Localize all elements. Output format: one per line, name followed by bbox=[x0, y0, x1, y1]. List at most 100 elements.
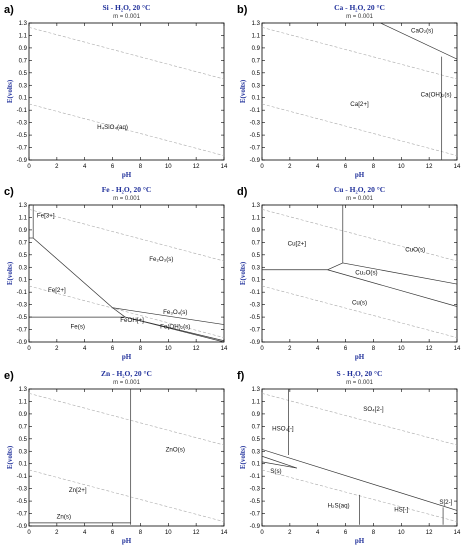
boundary-line bbox=[262, 461, 297, 469]
region-label: CuO(s) bbox=[405, 247, 425, 254]
y-tick-label: -0.7 bbox=[250, 328, 261, 334]
water-upper-line bbox=[29, 209, 224, 262]
x-tick-label: 12 bbox=[426, 346, 433, 352]
water-upper-line bbox=[29, 393, 224, 446]
region-label: Ca(OH)₂(s) bbox=[421, 91, 452, 98]
y-tick-label: -0.7 bbox=[250, 146, 261, 152]
x-tick-label: 4 bbox=[83, 530, 87, 536]
y-tick-label: -0.5 bbox=[17, 133, 28, 139]
x-tick-label: 2 bbox=[55, 164, 59, 170]
x-tick-label: 14 bbox=[221, 530, 228, 536]
region-label: Fe₃O₄(s) bbox=[163, 309, 187, 316]
x-tick-label: 4 bbox=[316, 346, 320, 352]
x-tick-label: 10 bbox=[165, 164, 172, 170]
y-tick-label: 0.9 bbox=[19, 228, 28, 234]
y-tick-label: 0.9 bbox=[19, 412, 28, 418]
y-tick-label: -0.9 bbox=[250, 158, 261, 164]
x-axis-label: pH bbox=[122, 171, 132, 179]
y-tick-label: -0.3 bbox=[17, 487, 28, 493]
water-upper-line bbox=[262, 209, 457, 262]
y-tick-label: -0.1 bbox=[17, 474, 28, 480]
x-axis-label: pH bbox=[122, 537, 132, 545]
water-lower-line bbox=[29, 469, 224, 522]
y-tick-label: 1.1 bbox=[19, 33, 28, 39]
region-label: Cu[2+] bbox=[288, 240, 307, 247]
x-tick-label: 12 bbox=[426, 530, 433, 536]
chart-subtitle: m = 0.001 bbox=[346, 380, 374, 386]
x-tick-label: 14 bbox=[454, 346, 461, 352]
y-tick-label: 1.3 bbox=[19, 387, 28, 393]
y-tick-label: -0.3 bbox=[250, 303, 261, 309]
y-tick-label: 0.3 bbox=[19, 449, 28, 455]
y-tick-label: 0.1 bbox=[19, 278, 28, 284]
x-tick-label: 4 bbox=[316, 530, 320, 536]
water-lower-line bbox=[262, 285, 457, 338]
chart-title: Fe - H₂O, 20 °C bbox=[102, 185, 152, 194]
x-tick-label: 12 bbox=[193, 530, 200, 536]
y-tick-label: 0.7 bbox=[252, 240, 261, 246]
boundary-line bbox=[262, 455, 297, 469]
y-tick-label: 0.3 bbox=[252, 265, 261, 271]
y-tick-label: 0.7 bbox=[19, 58, 28, 64]
chart-subtitle: m = 0.001 bbox=[346, 14, 374, 20]
y-tick-label: -0.5 bbox=[17, 499, 28, 505]
y-axis-label: E(volts) bbox=[6, 445, 14, 469]
y-axis-label: E(volts) bbox=[6, 79, 14, 103]
plot-frame bbox=[261, 204, 458, 343]
region-label: Ca[2+] bbox=[350, 101, 369, 108]
x-tick-label: 4 bbox=[83, 164, 87, 170]
region-label: Cu(s) bbox=[352, 300, 367, 307]
x-tick-label: 0 bbox=[27, 346, 31, 352]
y-tick-label: -0.1 bbox=[17, 290, 28, 296]
panel-3: d) Cu - H₂O, 20 °Cm = 0.001Cu[2+]CuO(s)Cu… bbox=[237, 185, 461, 361]
x-tick-label: 10 bbox=[398, 530, 405, 536]
boundary-line bbox=[32, 237, 113, 309]
water-upper-line bbox=[29, 27, 224, 80]
x-tick-label: 6 bbox=[344, 346, 348, 352]
x-tick-label: 0 bbox=[260, 530, 264, 536]
y-tick-label: 1.3 bbox=[19, 21, 28, 27]
region-label: H₂S(aq) bbox=[328, 502, 350, 509]
y-tick-label: 1.3 bbox=[252, 387, 261, 393]
y-tick-label: 0.9 bbox=[252, 412, 261, 418]
plot-area: Fe[3+] Fe₂O₃(s) Fe[2+] Fe₃O₄(s) FeOH[+] Fe(s)… bbox=[29, 205, 224, 342]
y-tick-label: 0.5 bbox=[252, 253, 261, 259]
panel-4: e) Zn - H₂O, 20 °Cm = 0.001ZnO(s)Zn[2+]Zn… bbox=[4, 369, 228, 545]
chart-title: Zn - H₂O, 20 °C bbox=[101, 369, 152, 378]
y-tick-label: -0.3 bbox=[250, 487, 261, 493]
x-tick-label: 0 bbox=[260, 346, 264, 352]
water-upper-line bbox=[262, 27, 457, 80]
y-tick-label: 0.1 bbox=[19, 96, 28, 102]
boundary-line bbox=[342, 262, 457, 285]
plot-area: CaO₂(s) Ca(OH)₂(s) Ca[2+] bbox=[262, 23, 457, 160]
x-tick-label: 8 bbox=[372, 346, 376, 352]
x-tick-label: 6 bbox=[111, 164, 115, 170]
region-label: ZnO(s) bbox=[166, 446, 185, 453]
y-tick-label: -0.1 bbox=[250, 108, 261, 114]
region-label: H₄SiO₄(aq) bbox=[97, 124, 128, 131]
y-tick-label: -0.3 bbox=[250, 121, 261, 127]
boundary-line bbox=[262, 449, 457, 511]
chart-subtitle: m = 0.001 bbox=[113, 196, 141, 202]
panel-5: f) S - H₂O, 20 °C m = 0.001 HSO₄[-] SO₄[2-] S… bbox=[237, 369, 461, 545]
x-tick-label: 4 bbox=[83, 346, 87, 352]
region-label: S(s) bbox=[270, 468, 281, 475]
y-tick-label: 1.1 bbox=[19, 215, 28, 221]
y-tick-label: -0.7 bbox=[17, 328, 28, 334]
boundary-line bbox=[125, 316, 224, 342]
panel-letter: a) bbox=[4, 4, 14, 16]
y-tick-label: -0.3 bbox=[17, 303, 28, 309]
x-tick-label: 0 bbox=[27, 164, 31, 170]
y-tick-label: 0.7 bbox=[252, 424, 261, 430]
y-axis-label: E(volts) bbox=[239, 445, 247, 469]
x-tick-label: 6 bbox=[344, 164, 348, 170]
chart-title: S - H₂O, 20 °C bbox=[337, 369, 383, 378]
x-axis-label: pH bbox=[122, 353, 132, 361]
y-tick-label: -0.5 bbox=[250, 315, 261, 321]
y-tick-label: 0.3 bbox=[19, 83, 28, 89]
region-label: CaO₂(s) bbox=[411, 27, 433, 34]
y-tick-label: -0.9 bbox=[250, 524, 261, 530]
y-tick-label: 1.3 bbox=[252, 203, 261, 209]
boundary-line bbox=[327, 262, 343, 271]
